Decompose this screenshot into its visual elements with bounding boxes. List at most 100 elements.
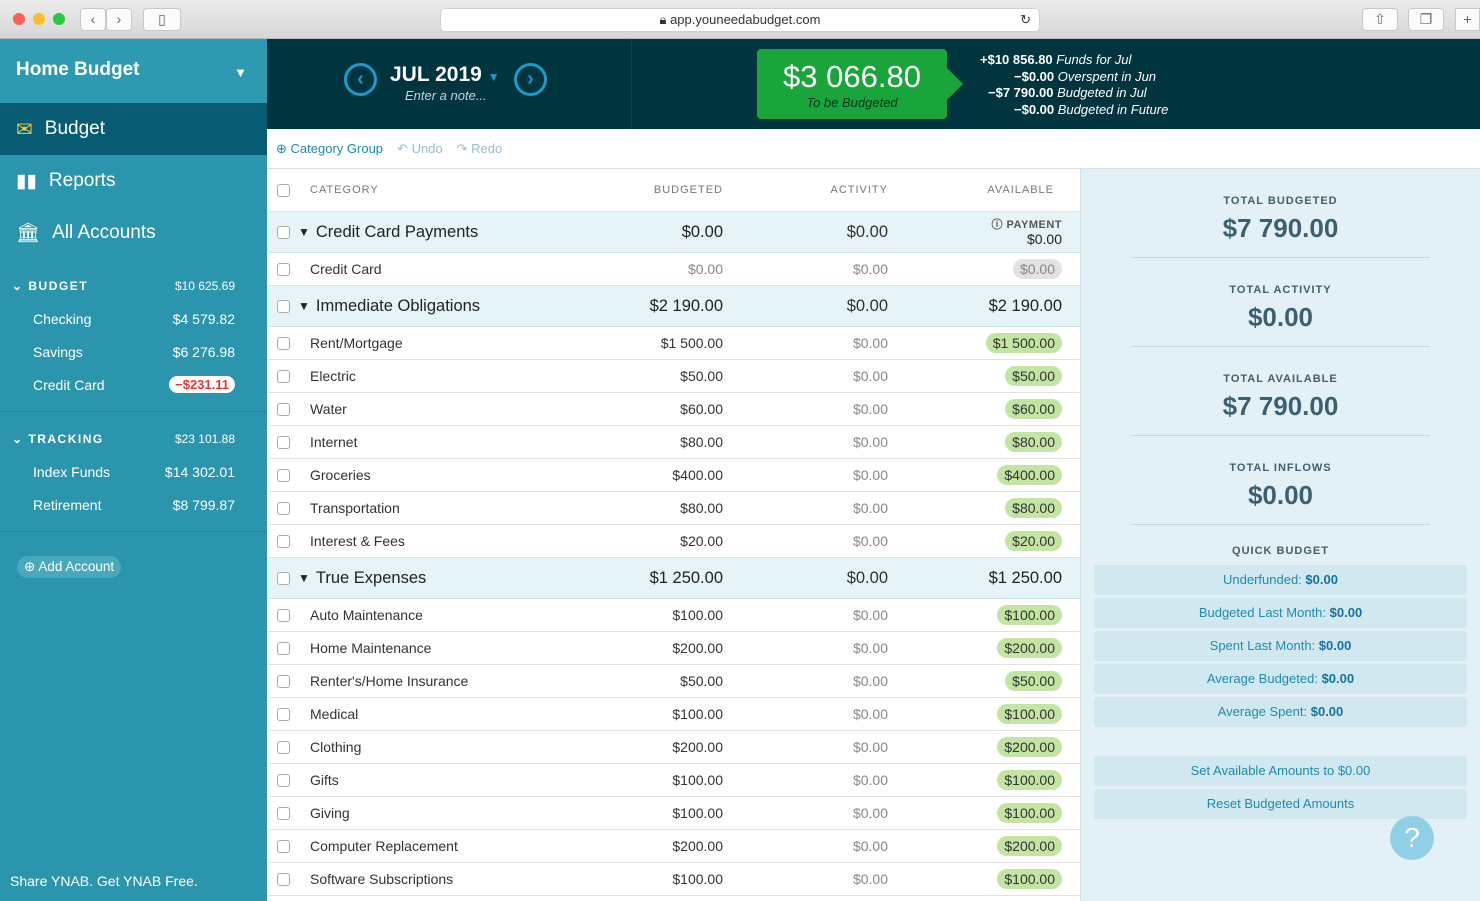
quick-budget-option[interactable]: Underfunded: $0.00 bbox=[1094, 565, 1467, 595]
activity-cell[interactable]: $0.00 bbox=[846, 222, 888, 241]
row-checkbox[interactable] bbox=[277, 707, 290, 721]
category-name[interactable]: Gifts bbox=[310, 772, 339, 788]
activity-cell[interactable]: $0.00 bbox=[852, 368, 888, 384]
redo-button[interactable]: ↷ Redo bbox=[457, 141, 503, 157]
activity-cell[interactable]: $0.00 bbox=[852, 706, 888, 722]
category-row[interactable]: Renter's/Home Insurance $50.00 $0.00 $50.00 bbox=[267, 665, 1080, 698]
month-note-input[interactable]: Enter a note... bbox=[405, 88, 487, 103]
nav-budget[interactable]: ✉ Budget bbox=[0, 103, 267, 155]
activity-cell[interactable]: $0.00 bbox=[852, 434, 888, 450]
close-window-button[interactable] bbox=[13, 13, 25, 25]
category-name[interactable]: Groceries bbox=[310, 467, 371, 483]
available-pill[interactable]: $100.00 bbox=[997, 770, 1062, 790]
available-pill[interactable]: $100.00 bbox=[997, 803, 1062, 823]
to-be-budgeted[interactable]: $3 066.80 To be Budgeted bbox=[757, 49, 963, 119]
budgeted-cell[interactable]: $60.00 bbox=[680, 401, 723, 417]
row-checkbox[interactable] bbox=[277, 773, 290, 787]
row-checkbox[interactable] bbox=[277, 402, 290, 416]
account-group-tracking[interactable]: ⌄ TRACKING $23 101.88 bbox=[0, 422, 267, 455]
row-checkbox[interactable] bbox=[277, 740, 290, 754]
row-checkbox[interactable] bbox=[277, 336, 290, 350]
row-checkbox[interactable] bbox=[277, 534, 290, 548]
activity-cell[interactable]: $0.00 bbox=[852, 805, 888, 821]
activity-cell[interactable]: $0.00 bbox=[852, 838, 888, 854]
category-row[interactable]: Rent/Mortgage $1 500.00 $0.00 $1 500.00 bbox=[267, 327, 1080, 360]
available-pill[interactable]: $50.00 bbox=[1005, 366, 1062, 386]
activity-cell[interactable]: $0.00 bbox=[852, 335, 888, 351]
category-group-row[interactable]: ▼ True Expenses $1 250.00 $0.00 $1 250.00 bbox=[267, 558, 1080, 599]
budget-switcher[interactable]: Home Budget ▼ bbox=[0, 39, 267, 103]
row-checkbox[interactable] bbox=[277, 501, 290, 515]
category-group-row[interactable]: ▼ Immediate Obligations $2 190.00 $0.00 $2 1… bbox=[267, 286, 1080, 327]
collapse-triangle-icon[interactable]: ▼ bbox=[298, 299, 310, 313]
account-index-funds[interactable]: Index Funds $14 302.01 bbox=[0, 455, 267, 488]
category-name[interactable]: Software Subscriptions bbox=[310, 871, 454, 887]
add-category-group-button[interactable]: ⊕ Category Group bbox=[276, 141, 383, 157]
activity-cell[interactable]: $0.00 bbox=[846, 296, 888, 315]
budgeted-cell[interactable]: $0.00 bbox=[681, 222, 723, 241]
row-checkbox[interactable] bbox=[277, 608, 290, 622]
category-name[interactable]: True Expenses bbox=[315, 568, 427, 587]
reload-icon[interactable]: ↻ bbox=[1020, 12, 1031, 27]
share-icon[interactable]: ⇧ bbox=[1362, 8, 1398, 31]
available-pill[interactable]: $200.00 bbox=[997, 836, 1062, 856]
budgeted-cell[interactable]: $20.00 bbox=[680, 533, 723, 549]
category-name[interactable]: Clothing bbox=[310, 739, 362, 755]
activity-cell[interactable]: $0.00 bbox=[852, 401, 888, 417]
budgeted-cell[interactable]: $2 190.00 bbox=[649, 296, 723, 315]
category-name[interactable]: Transportation bbox=[310, 500, 400, 516]
category-row[interactable]: Credit Card $0.00 $0.00 $0.00 bbox=[267, 253, 1080, 286]
quick-budget-option[interactable]: Average Budgeted: $0.00 bbox=[1094, 664, 1467, 694]
category-row[interactable]: Auto Maintenance $100.00 $0.00 $100.00 bbox=[267, 599, 1080, 632]
referral-link[interactable]: Share YNAB. Get YNAB Free. bbox=[10, 873, 198, 889]
category-name[interactable]: Auto Maintenance bbox=[310, 607, 423, 623]
row-checkbox[interactable] bbox=[277, 468, 290, 482]
row-checkbox[interactable] bbox=[277, 641, 290, 655]
available-pill[interactable]: $80.00 bbox=[1005, 498, 1062, 518]
budgeted-cell[interactable]: $100.00 bbox=[672, 772, 723, 788]
quick-budget-option[interactable]: Average Spent: $0.00 bbox=[1094, 697, 1467, 727]
category-name[interactable]: Renter's/Home Insurance bbox=[310, 673, 469, 689]
activity-cell[interactable]: $0.00 bbox=[852, 673, 888, 689]
month-selector[interactable]: JUL 2019 ▼ bbox=[390, 63, 500, 87]
budgeted-cell[interactable]: $80.00 bbox=[680, 500, 723, 516]
account-savings[interactable]: Savings $6 276.98 bbox=[0, 335, 267, 368]
activity-cell[interactable]: $0.00 bbox=[852, 533, 888, 549]
available-pill[interactable]: $400.00 bbox=[997, 465, 1062, 485]
budgeted-cell[interactable]: $1 500.00 bbox=[660, 335, 723, 351]
row-checkbox[interactable] bbox=[277, 674, 290, 688]
category-row[interactable]: Water $60.00 $0.00 $60.00 bbox=[267, 393, 1080, 426]
activity-cell[interactable]: $0.00 bbox=[852, 772, 888, 788]
category-row[interactable]: Medical $100.00 $0.00 $100.00 bbox=[267, 698, 1080, 731]
row-checkbox[interactable] bbox=[277, 872, 290, 886]
budgeted-cell[interactable]: $200.00 bbox=[672, 640, 723, 656]
available-pill[interactable]: $100.00 bbox=[997, 869, 1062, 889]
available-pill[interactable]: $20.00 bbox=[1005, 531, 1062, 551]
maximize-window-button[interactable] bbox=[53, 13, 65, 25]
category-name[interactable]: Rent/Mortgage bbox=[310, 335, 403, 351]
category-row[interactable]: Gifts $100.00 $0.00 $100.00 bbox=[267, 764, 1080, 797]
available-pill[interactable]: $100.00 bbox=[997, 605, 1062, 625]
reset-budgeted-button[interactable]: Reset Budgeted Amounts bbox=[1094, 789, 1467, 819]
new-tab-icon[interactable]: + bbox=[1455, 8, 1480, 31]
previous-month-button[interactable]: ‹ bbox=[344, 63, 377, 96]
budgeted-cell[interactable]: $400.00 bbox=[672, 467, 723, 483]
budgeted-cell[interactable]: $200.00 bbox=[672, 838, 723, 854]
category-name[interactable]: Immediate Obligations bbox=[315, 296, 481, 315]
undo-button[interactable]: ↶ Undo bbox=[397, 141, 443, 157]
budgeted-cell[interactable]: $50.00 bbox=[680, 368, 723, 384]
activity-cell[interactable]: $0.00 bbox=[852, 640, 888, 656]
account-group-budget[interactable]: ⌄ BUDGET $10 625.69 bbox=[0, 269, 267, 302]
collapse-triangle-icon[interactable]: ▼ bbox=[298, 571, 310, 585]
row-checkbox[interactable] bbox=[277, 435, 290, 449]
select-all-checkbox[interactable] bbox=[277, 183, 290, 197]
available-pill[interactable]: $0.00 bbox=[1012, 259, 1062, 279]
collapse-triangle-icon[interactable]: ▼ bbox=[298, 225, 310, 239]
budgeted-cell[interactable]: $1 250.00 bbox=[649, 568, 723, 587]
category-row[interactable]: Interest & Fees $20.00 $0.00 $20.00 bbox=[267, 525, 1080, 558]
category-row[interactable]: Home Maintenance $200.00 $0.00 $200.00 bbox=[267, 632, 1080, 665]
row-checkbox[interactable] bbox=[277, 571, 290, 585]
available-pill[interactable]: $200.00 bbox=[997, 737, 1062, 757]
forward-icon[interactable]: › bbox=[106, 8, 132, 31]
quick-budget-option[interactable]: Spent Last Month: $0.00 bbox=[1094, 631, 1467, 661]
